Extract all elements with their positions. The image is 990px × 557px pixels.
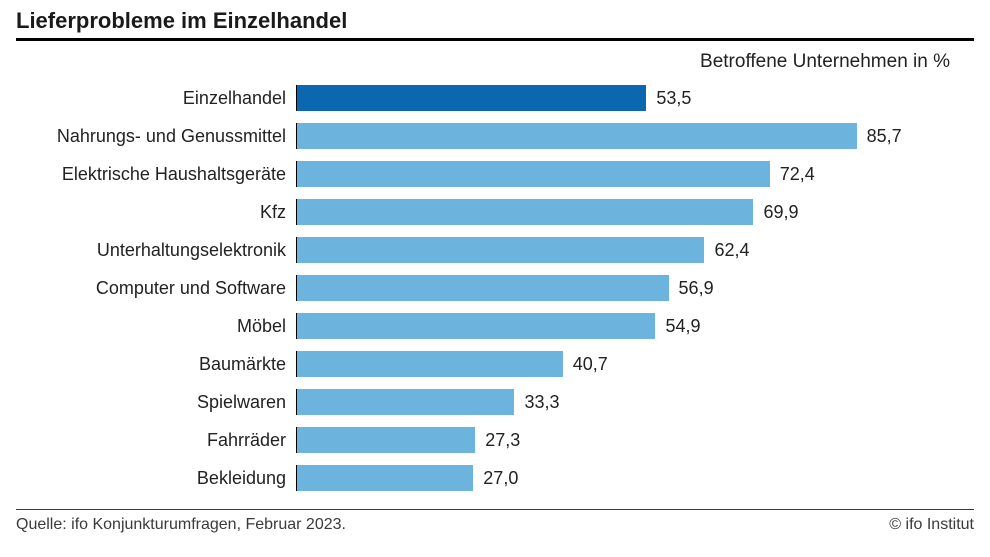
bar-track: 33,3 xyxy=(296,389,950,415)
bar xyxy=(297,85,646,111)
bar-value: 56,9 xyxy=(679,278,714,299)
bar-value: 40,7 xyxy=(573,354,608,375)
source-text: Quelle: ifo Konjunkturumfragen, Februar … xyxy=(16,516,346,534)
bar-track: 85,7 xyxy=(296,123,950,149)
bar xyxy=(297,123,857,149)
chart-row: Baumärkte 40,7 xyxy=(16,345,950,383)
category-label: Bekleidung xyxy=(16,468,296,489)
bar-value: 85,7 xyxy=(867,126,902,147)
chart-row: Computer und Software 56,9 xyxy=(16,269,950,307)
bar xyxy=(297,275,669,301)
bar-track: 53,5 xyxy=(296,85,950,111)
page-title: Lieferprobleme im Einzelhandel xyxy=(0,0,990,36)
bar-track: 54,9 xyxy=(296,313,950,339)
bar-track: 56,9 xyxy=(296,275,950,301)
chart-row: Nahrungs- und Genussmittel 85,7 xyxy=(16,117,950,155)
bar xyxy=(297,313,655,339)
bar-track: 69,9 xyxy=(296,199,950,225)
bar-track: 72,4 xyxy=(296,161,950,187)
bar-value: 54,9 xyxy=(665,316,700,337)
category-label: Einzelhandel xyxy=(16,88,296,109)
bar xyxy=(297,427,475,453)
footer: Quelle: ifo Konjunkturumfragen, Februar … xyxy=(0,510,990,534)
bar-track: 27,3 xyxy=(296,427,950,453)
category-label: Baumärkte xyxy=(16,354,296,375)
category-label: Nahrungs- und Genussmittel xyxy=(16,126,296,147)
chart-row: Möbel 54,9 xyxy=(16,307,950,345)
bar xyxy=(297,351,563,377)
chart-row: Bekleidung 27,0 xyxy=(16,459,950,497)
chart-row: Unterhaltungselektronik 62,4 xyxy=(16,231,950,269)
chart-row: Einzelhandel 53,5 xyxy=(16,79,950,117)
category-label: Elektrische Haushaltsgeräte xyxy=(16,164,296,185)
bar-value: 72,4 xyxy=(780,164,815,185)
bar-value: 27,3 xyxy=(485,430,520,451)
category-label: Computer und Software xyxy=(16,278,296,299)
bar-track: 40,7 xyxy=(296,351,950,377)
credit-text: © ifo Institut xyxy=(889,516,974,534)
bar xyxy=(297,389,514,415)
chart-unit-label: Betroffene Unternehmen in % xyxy=(0,41,990,73)
category-label: Unterhaltungselektronik xyxy=(16,240,296,261)
bar-value: 27,0 xyxy=(483,468,518,489)
bar xyxy=(297,465,473,491)
bar-value: 69,9 xyxy=(763,202,798,223)
chart-row: Kfz 69,9 xyxy=(16,193,950,231)
bar-value: 33,3 xyxy=(524,392,559,413)
bar-value: 62,4 xyxy=(714,240,749,261)
bar-track: 62,4 xyxy=(296,237,950,263)
chart-row: Fahrräder 27,3 xyxy=(16,421,950,459)
bar xyxy=(297,161,770,187)
bar-track: 27,0 xyxy=(296,465,950,491)
category-label: Möbel xyxy=(16,316,296,337)
bar-value: 53,5 xyxy=(656,88,691,109)
category-label: Spielwaren xyxy=(16,392,296,413)
chart-row: Spielwaren 33,3 xyxy=(16,383,950,421)
chart-row: Elektrische Haushaltsgeräte 72,4 xyxy=(16,155,950,193)
category-label: Kfz xyxy=(16,202,296,223)
bar xyxy=(297,199,753,225)
bar xyxy=(297,237,704,263)
bar-chart: Einzelhandel 53,5 Nahrungs- und Genussmitt… xyxy=(16,79,950,509)
category-label: Fahrräder xyxy=(16,430,296,451)
